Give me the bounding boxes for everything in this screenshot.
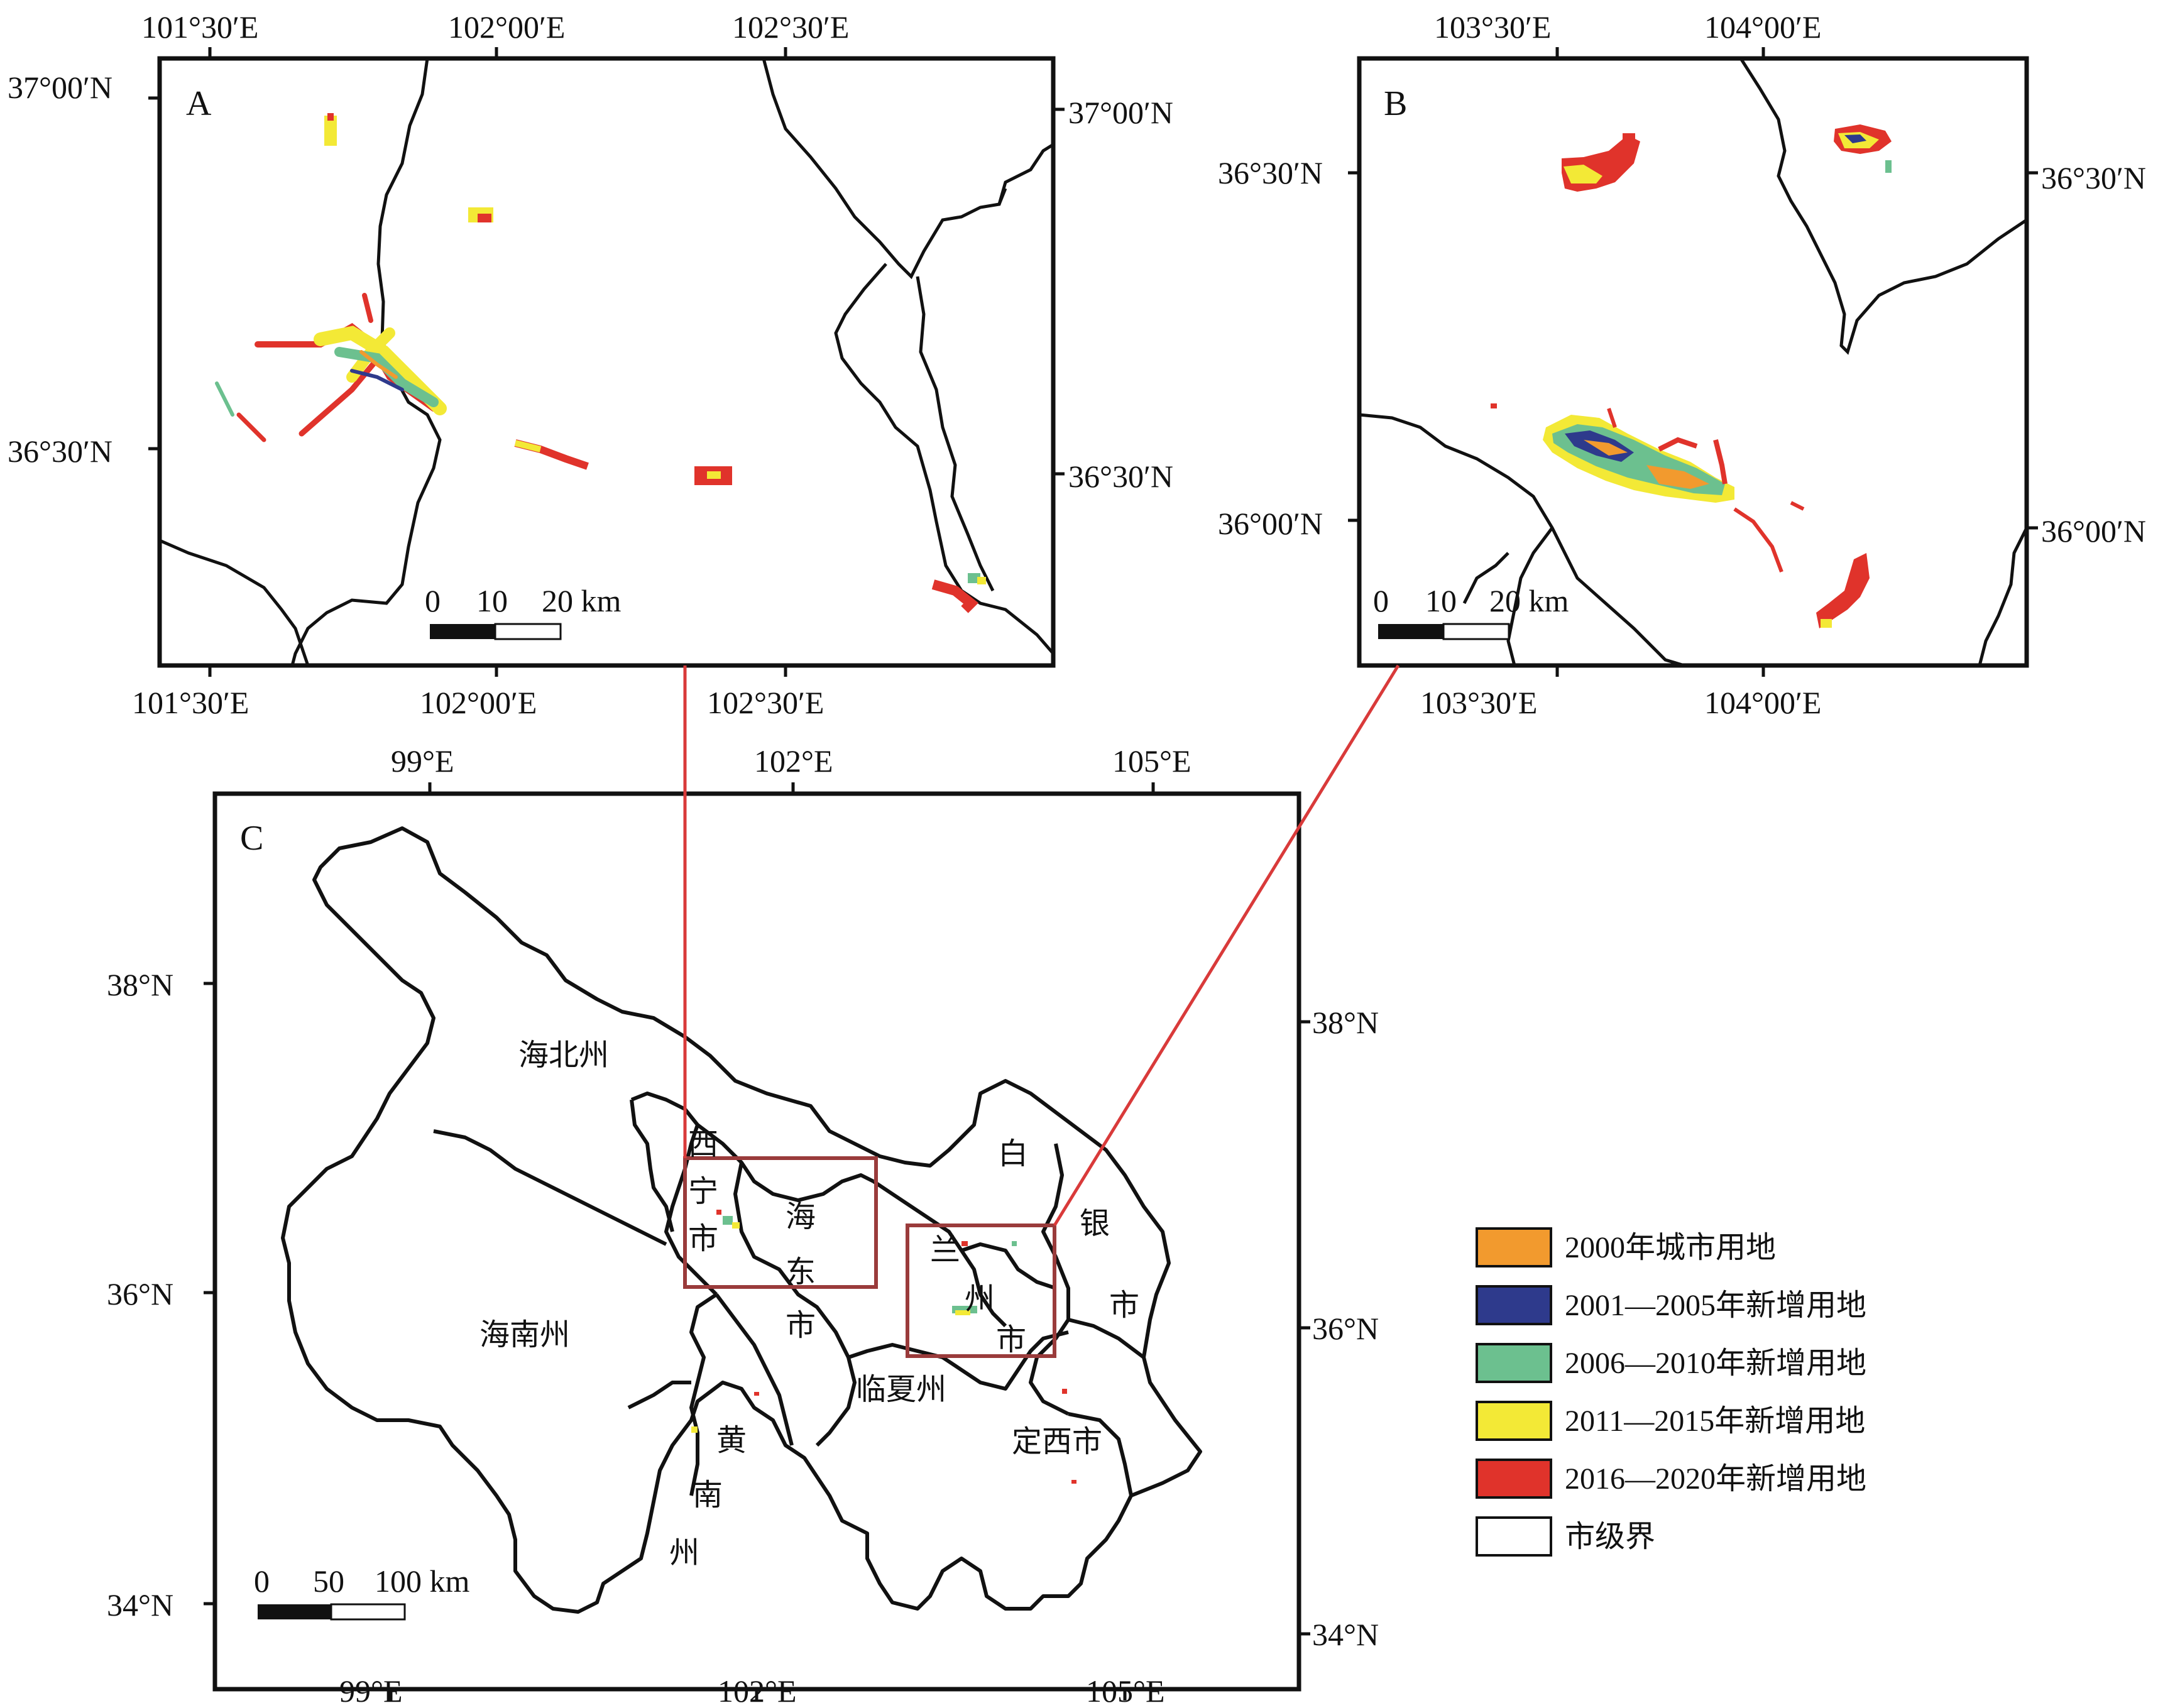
panel-b-lat-right-2: 36°00′N xyxy=(2041,513,2146,549)
panel-b-scale-label-0: 0 xyxy=(1373,583,1389,618)
label-baiyin-1: 白 xyxy=(998,1136,1028,1171)
legend-swatch-4 xyxy=(1476,1459,1552,1499)
label-hainan: 海南州 xyxy=(479,1317,570,1352)
panel-a-letter: A xyxy=(186,84,212,123)
panel-b-lat-left-1: 36°30′N xyxy=(1218,155,1323,190)
panel-a-lat-left-2: 36°30′N xyxy=(8,434,112,469)
panel-b-lat-right-1: 36°30′N xyxy=(2041,160,2146,195)
panel-b-letter: B xyxy=(1384,84,1407,123)
legend-label-3: 2011—2015年新增用地 xyxy=(1565,1404,1865,1438)
legend-label-4: 2016—2020年新增用地 xyxy=(1565,1462,1866,1496)
panel-c-scale-label-0: 0 xyxy=(254,1563,270,1599)
panel-c-ticks xyxy=(204,782,1310,1700)
panel-c-lon-top-1: 99°E xyxy=(391,743,454,779)
panel-c-scale-label-100: 100 km xyxy=(375,1563,470,1599)
label-lanzhou-3: 市 xyxy=(996,1322,1026,1357)
panel-a: A xyxy=(8,9,1173,720)
panel-c: C xyxy=(107,743,1379,1708)
panel-c-lon-top-3: 105°E xyxy=(1112,743,1191,779)
label-haidong-1: 海 xyxy=(786,1199,816,1234)
label-haibei: 海北州 xyxy=(518,1037,609,1073)
panel-b-ticks xyxy=(1348,47,2038,677)
panel-c-lon-bottom-3: 105°E xyxy=(1086,1673,1165,1708)
panel-a-lon-bottom-3: 102°30′E xyxy=(707,685,824,720)
panel-a-lon-bottom-2: 102°00′E xyxy=(420,685,537,720)
callout-lines xyxy=(683,664,1400,1227)
label-xining-1: 西 xyxy=(688,1127,718,1162)
legend-swatch-2 xyxy=(1476,1343,1552,1383)
label-xining-3: 市 xyxy=(688,1221,718,1256)
panel-a-lon-top-3: 102°30′E xyxy=(732,9,849,45)
panel-b-lon-bottom-1: 103°30′E xyxy=(1420,685,1537,720)
legend-label-1: 2001—2005年新增用地 xyxy=(1565,1289,1866,1322)
panel-c-letter: C xyxy=(240,819,263,858)
panel-a-landuse xyxy=(215,113,986,613)
panel-a-scale-label-0: 0 xyxy=(425,583,441,618)
panel-b-lat-left-2: 36°00′N xyxy=(1218,506,1323,541)
panel-b-scale-bar: 0 10 20 km xyxy=(1373,583,1569,640)
panel-b-scale-label-20: 20 km xyxy=(1489,583,1569,618)
legend-swatch-3 xyxy=(1476,1401,1552,1441)
panel-a-lon-bottom-1: 101°30′E xyxy=(132,685,249,720)
label-linxia: 临夏州 xyxy=(856,1372,946,1407)
label-xining-2: 宁 xyxy=(688,1174,718,1209)
panel-c-lon-bottom-2: 102°E xyxy=(718,1673,797,1708)
panel-b-lon-top-1: 103°30′E xyxy=(1434,9,1551,45)
label-huangnan-1: 黄 xyxy=(716,1423,747,1458)
panel-c-boundaries xyxy=(281,826,1202,1614)
panel-c-scale-label-50: 50 xyxy=(313,1563,344,1599)
panel-a-scale-label-20: 20 km xyxy=(542,583,622,618)
legend-swatch-0 xyxy=(1476,1227,1552,1267)
label-huangnan-3: 州 xyxy=(669,1535,699,1570)
panel-c-lat-right-1: 38°N xyxy=(1312,1005,1379,1040)
panel-a-lon-top-1: 101°30′E xyxy=(141,9,258,45)
panel-a-ticks xyxy=(148,47,1065,677)
panel-c-lat-left-3: 34°N xyxy=(107,1587,173,1623)
panel-a-boundaries xyxy=(159,58,1054,666)
label-lanzhou-1: 兰 xyxy=(930,1232,960,1267)
label-haidong-3: 市 xyxy=(786,1308,816,1343)
legend-swatch-5 xyxy=(1476,1516,1552,1557)
legend-swatch-1 xyxy=(1476,1285,1552,1325)
panel-a-scale-label-10: 10 xyxy=(476,583,508,618)
legend: 2000年城市用地 2001—2005年新增用地 2006—2010年新增用地 201… xyxy=(1476,1227,1866,1557)
legend-label-5: 市级界 xyxy=(1565,1520,1655,1553)
label-haidong-2: 东 xyxy=(786,1254,816,1289)
callout-line-b xyxy=(1053,664,1400,1227)
panel-c-region-labels: 海北州 海南州 西 宁 市 海 东 市 黄 南 州 临夏州 兰 州 市 白 银 … xyxy=(479,1037,1139,1570)
panel-b-lon-top-2: 104°00′E xyxy=(1704,9,1821,45)
panel-b-landuse xyxy=(1491,124,1892,628)
label-huangnan-2: 南 xyxy=(693,1477,723,1513)
panel-a-lon-top-2: 102°00′E xyxy=(448,9,565,45)
legend-label-0: 2000年城市用地 xyxy=(1565,1231,1776,1264)
label-dingxi: 定西市 xyxy=(1012,1424,1102,1459)
panel-b: B xyxy=(1218,9,2146,720)
panel-a-lat-right-2: 36°30′N xyxy=(1068,459,1173,494)
panel-b-scale-label-10: 10 xyxy=(1425,583,1457,618)
panel-c-lat-right-3: 34°N xyxy=(1312,1617,1379,1652)
panel-c-lat-left-1: 38°N xyxy=(107,967,173,1002)
panel-b-lon-bottom-2: 104°00′E xyxy=(1704,685,1821,720)
label-lanzhou-2: 州 xyxy=(965,1281,995,1317)
panel-c-lon-top-2: 102°E xyxy=(754,743,833,779)
panel-c-lon-bottom-1: 99°E xyxy=(339,1673,403,1708)
legend-label-2: 2006—2010年新增用地 xyxy=(1565,1347,1866,1380)
panel-c-scale-bar: 0 50 100 km xyxy=(254,1563,470,1621)
panel-a-lat-right-1: 37°00′N xyxy=(1068,95,1173,130)
panel-c-lat-left-2: 36°N xyxy=(107,1276,173,1311)
inset-box-b xyxy=(906,1224,1056,1358)
panel-a-lat-left-1: 37°00′N xyxy=(8,70,112,105)
panel-b-boundaries xyxy=(1359,57,2029,667)
panel-c-lat-right-2: 36°N xyxy=(1312,1311,1379,1346)
label-baiyin-3: 市 xyxy=(1109,1288,1139,1323)
panel-c-landuse-speckles xyxy=(691,1210,1076,1484)
label-baiyin-2: 银 xyxy=(1080,1206,1110,1241)
inset-box-a xyxy=(683,1156,878,1289)
panel-a-scale-bar: 0 10 20 km xyxy=(425,583,622,640)
